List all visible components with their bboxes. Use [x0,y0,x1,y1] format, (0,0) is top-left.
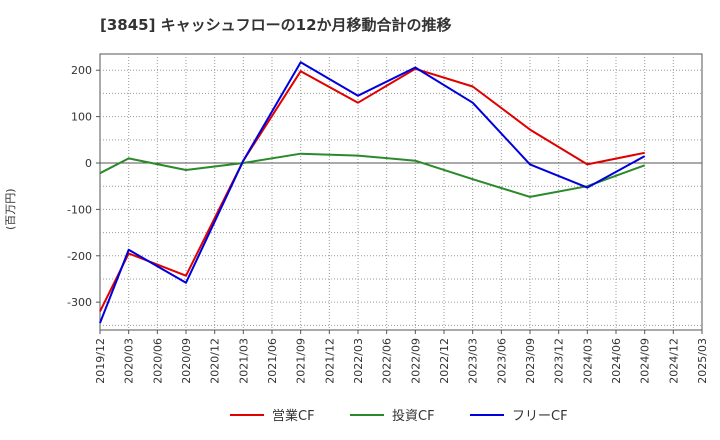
x-tick-label: 2022/06 [381,338,394,384]
series-line-0 [99,67,645,312]
series-line-1 [99,152,646,198]
legend-label-0: 営業CF [272,408,315,424]
x-tick-label: 2022/09 [409,338,422,384]
x-tick-label: 2025/03 [696,338,709,384]
x-tick-label: 2020/09 [180,338,193,384]
x-tick-label: 2023/03 [467,338,480,384]
x-tick-label: 2019/12 [94,338,107,384]
x-tick-label: 2023/12 [553,338,566,384]
x-tick-label: 2022/12 [438,338,451,384]
plot-area [99,53,703,331]
x-tick-label: 2020/03 [123,338,136,384]
x-tick-label: 2020/06 [151,338,164,384]
x-tick-label: 2023/06 [495,338,508,384]
y-tick-label: -300 [67,296,92,309]
x-tick-label: 2024/06 [610,338,623,384]
x-tick-label: 2021/09 [295,338,308,384]
x-tick-label: 2021/12 [323,338,336,384]
x-tick-label: 2024/09 [639,338,652,384]
x-tick-label: 2023/09 [524,338,537,384]
x-tick-label: 2021/03 [237,338,250,384]
x-tick-label: 2022/03 [352,338,365,384]
x-tick-label: 2024/12 [667,338,680,384]
series-line-2 [99,61,646,324]
y-tick-label: 100 [71,111,92,124]
legend-label-2: フリーCF [512,409,568,424]
chart-title: [3845] キャッシュフローの12か月移動合計の推移 [100,16,452,34]
y-tick-label: -200 [67,250,92,263]
y-tick-label: 200 [71,64,92,77]
legend-label-1: 投資CF [392,408,435,424]
x-tick-label: 2024/03 [581,338,594,384]
y-tick-label: 0 [85,157,92,170]
x-tick-label: 2020/12 [209,338,222,384]
x-tick-label: 2021/06 [266,338,279,384]
y-tick-label: -100 [67,203,92,216]
